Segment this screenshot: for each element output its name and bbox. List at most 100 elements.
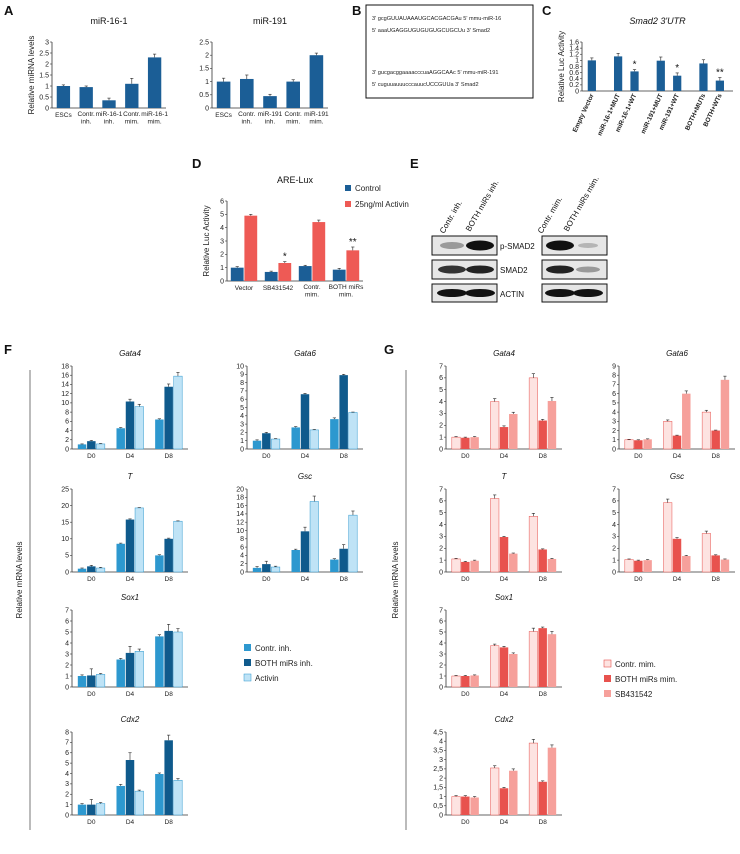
bar xyxy=(134,507,144,573)
chart-title: Sox1 xyxy=(121,593,139,602)
bar xyxy=(451,558,461,573)
x-tick-label: miR-191 mim. xyxy=(304,111,329,126)
panel-label-c: C xyxy=(542,3,552,18)
bar xyxy=(230,267,244,281)
y-tick-label: 2 xyxy=(439,662,443,669)
bar xyxy=(87,441,96,449)
y-tick-label: 6 xyxy=(220,198,224,205)
band xyxy=(466,265,494,274)
band xyxy=(545,289,575,297)
y-tick-label: 6 xyxy=(65,750,69,757)
y-tick-label: 1 xyxy=(205,79,209,86)
panel-label-f: F xyxy=(4,342,12,357)
bar xyxy=(663,421,673,450)
bar xyxy=(470,560,479,572)
significance-mark: * xyxy=(283,252,287,263)
x-tick-label: miR-16-1 inh. xyxy=(96,111,123,126)
y-tick-label: 4 xyxy=(439,522,443,529)
bar xyxy=(528,377,538,450)
band xyxy=(438,265,466,274)
bar xyxy=(330,559,339,572)
bar xyxy=(87,566,96,572)
bar xyxy=(300,531,310,572)
x-tick-label: D4 xyxy=(301,453,310,460)
y-axis-label: Relative Luc Activity xyxy=(557,31,566,102)
y-tick-label: 7 xyxy=(612,486,616,493)
y-tick-label: 3 xyxy=(45,39,49,46)
y-tick-label: 2 xyxy=(205,53,209,60)
y-tick-label: 8 xyxy=(65,729,69,736)
bar xyxy=(490,767,500,816)
bar xyxy=(77,568,87,572)
charts-layer: 0 0.5 1 1.5 2 2.5 3 miR-16-1 Relative miRNA leve… xyxy=(27,16,735,826)
y-tick-label: 2 xyxy=(439,423,443,430)
y-tick-label: 4 xyxy=(65,640,69,647)
sequence-box xyxy=(365,4,534,99)
bar xyxy=(499,788,509,815)
x-tick-label: D4 xyxy=(500,576,509,583)
bar xyxy=(470,437,479,449)
x-tick-label: D8 xyxy=(340,576,349,583)
blot-label-psmad2: p-SMAD2 xyxy=(500,242,535,251)
blot-box-smad2-right xyxy=(541,259,608,280)
y-tick-label: 2 xyxy=(612,428,616,435)
bar xyxy=(461,796,470,815)
y-tick-label: 2 xyxy=(220,252,224,259)
bar xyxy=(300,394,310,449)
panel-label-b: B xyxy=(352,3,361,18)
band xyxy=(440,242,464,249)
y-tick-label: 2 xyxy=(240,430,244,437)
x-tick-label: D4 xyxy=(500,691,509,698)
significance-mark: ** xyxy=(716,68,724,79)
bar xyxy=(271,438,281,450)
band xyxy=(576,266,600,273)
bar xyxy=(461,676,470,687)
bar xyxy=(663,502,673,573)
y-tick-label: 10 xyxy=(236,528,244,535)
band xyxy=(546,240,574,251)
bar xyxy=(312,222,326,281)
y-tick-label: 8 xyxy=(612,373,616,380)
chart-title: ARE-Lux xyxy=(277,175,314,185)
blot-header-contr-mim: Contr. mim. xyxy=(536,195,564,235)
bar xyxy=(240,78,254,108)
bar xyxy=(547,558,557,572)
bar xyxy=(164,386,173,449)
bar xyxy=(720,379,730,449)
blot-label-smad2: SMAD2 xyxy=(500,266,528,275)
legend-swatch-activin xyxy=(243,673,252,682)
bar xyxy=(624,439,634,450)
bar xyxy=(96,443,106,450)
bar xyxy=(538,628,547,687)
bar xyxy=(263,96,277,108)
x-tick-label: Contr. mim. xyxy=(123,111,141,126)
x-tick-label: D8 xyxy=(165,576,174,583)
chart-title: Gata6 xyxy=(294,349,316,358)
y-tick-label: 6 xyxy=(439,498,443,505)
x-tick-label: Empty Vector xyxy=(572,92,596,133)
x-tick-label: D0 xyxy=(634,453,643,460)
y-tick-label: 6 xyxy=(612,498,616,505)
y-tick-label: 0.5 xyxy=(199,92,209,99)
bar xyxy=(461,561,470,572)
bar xyxy=(134,651,144,688)
x-tick-label: miR-191 inh. xyxy=(258,111,283,126)
y-tick-label: 1.5 xyxy=(199,66,209,73)
x-tick-label: D8 xyxy=(712,453,721,460)
bar xyxy=(173,779,183,816)
bar xyxy=(271,566,281,573)
x-tick-label: Contr. inh. xyxy=(78,111,96,126)
y-tick-label: 15 xyxy=(61,520,69,527)
y-tick-label: 5 xyxy=(65,760,69,767)
y-tick-label: 4 xyxy=(220,225,224,232)
y-tick-label: 1 xyxy=(65,673,69,680)
bar xyxy=(490,401,500,450)
bar xyxy=(348,514,358,573)
chart-title: Smad2 3'UTR xyxy=(629,16,686,26)
y-tick-label: 0 xyxy=(65,812,69,819)
panel-label-e: E xyxy=(410,156,419,171)
chart-title: Sox1 xyxy=(495,593,513,602)
x-tick-label: D4 xyxy=(500,453,509,460)
x-tick-label: D0 xyxy=(461,453,470,460)
bar xyxy=(77,804,87,815)
